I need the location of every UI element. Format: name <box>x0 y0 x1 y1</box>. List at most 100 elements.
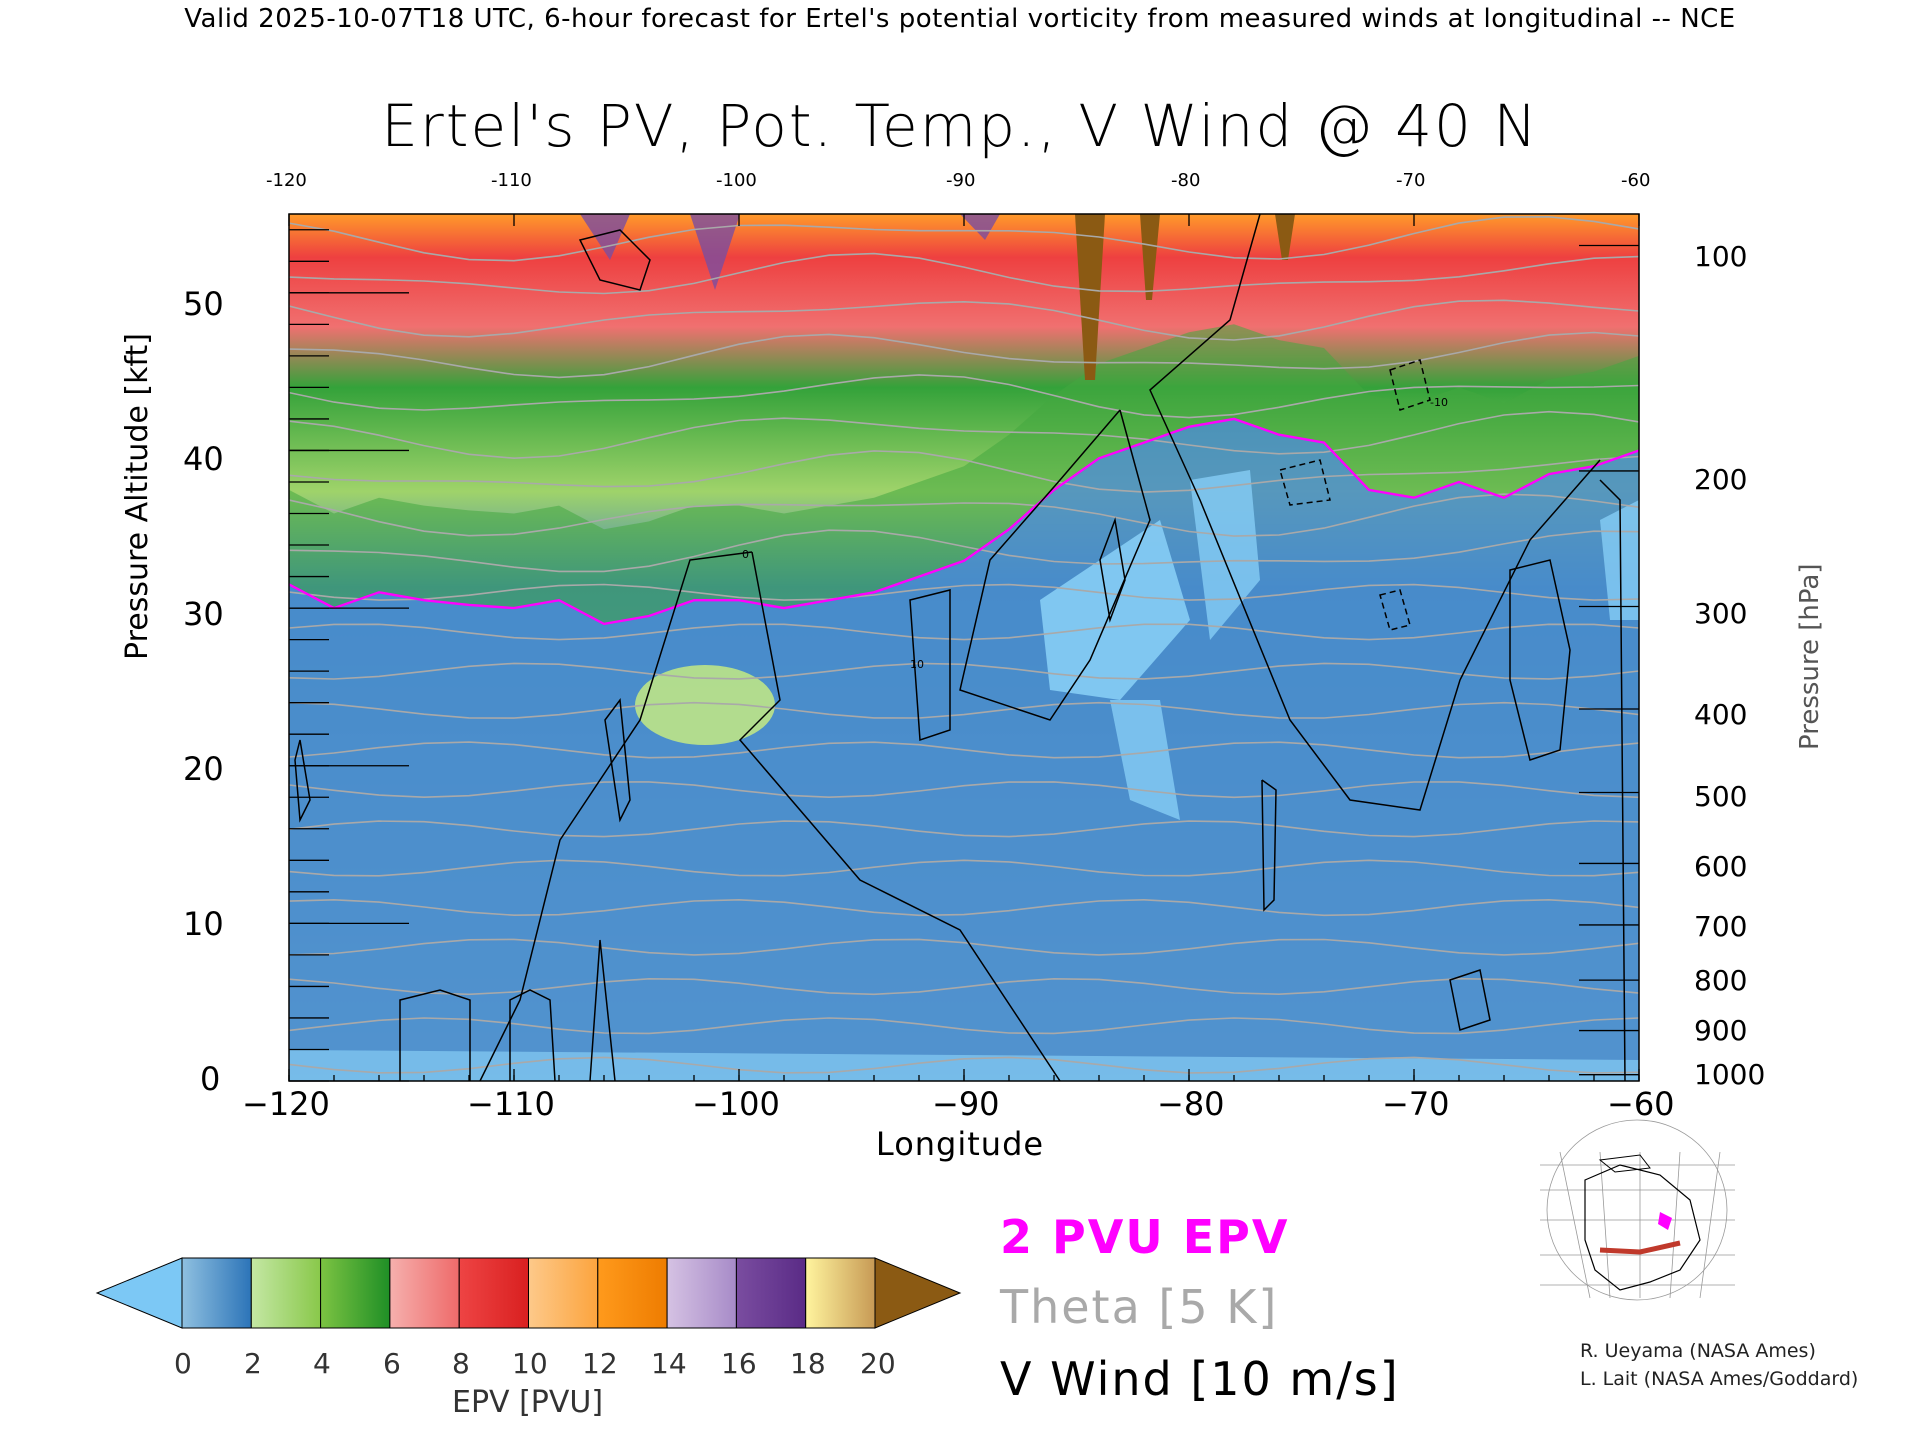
theta-contour <box>289 977 1639 996</box>
x-tick-label: −90 <box>932 1085 1000 1123</box>
continent-outline <box>1598 1154 1651 1173</box>
colorbar-under-arrow <box>95 1257 183 1329</box>
y-tick-label: 40 <box>183 440 224 478</box>
x-tick-label: −60 <box>1607 1085 1675 1123</box>
x-tick-label: −110 <box>467 1085 555 1123</box>
cross-section-line <box>1599 1240 1681 1255</box>
axis-ticks <box>288 214 1640 1082</box>
colorbar-tick-label: 0 <box>174 1347 192 1380</box>
legend-theta-label: Theta [5 K] <box>1000 1280 1279 1334</box>
v-wind-contour <box>1099 517 1126 623</box>
low-pv-region <box>1040 520 1190 700</box>
v-wind-contours <box>294 214 1626 1081</box>
colorbar-band <box>250 1257 322 1329</box>
colorbar-band <box>735 1257 807 1329</box>
v-wind-contour <box>509 989 556 1081</box>
continent-outline <box>1584 1164 1701 1291</box>
colorbar-tick-label: 18 <box>790 1347 826 1380</box>
colorbar-band <box>666 1257 737 1329</box>
theta-contour <box>289 529 1639 573</box>
chart-title: Ertel's PV, Pot. Temp., V Wind @ 40 N <box>381 92 1539 160</box>
top-tick-label: -70 <box>1396 170 1426 191</box>
v-wind-contour <box>479 551 753 1081</box>
theta-contour <box>289 662 1639 680</box>
top-tick-label: -110 <box>491 170 532 191</box>
colorbar-tick-label: 12 <box>582 1347 618 1380</box>
colorbar-band <box>528 1257 599 1329</box>
theta-contours <box>289 215 1639 1074</box>
pressure-tick-label: 900 <box>1694 1014 1748 1047</box>
low-pv-region <box>1190 470 1260 640</box>
colorbar-tick-label: 6 <box>383 1347 401 1380</box>
y-tick-label: 30 <box>183 595 224 633</box>
theta-contour <box>289 741 1639 759</box>
x-axis-label: Longitude <box>875 1125 1045 1163</box>
y-tick-label: 10 <box>183 905 224 943</box>
theta-contour <box>289 450 1639 493</box>
colorbar-tick-label: 16 <box>721 1347 757 1380</box>
highlight-marker <box>1658 1212 1672 1230</box>
v-wind-contour <box>1599 479 1626 1081</box>
colorbar-band <box>597 1257 668 1329</box>
theta-contour <box>289 1017 1639 1035</box>
v-wind-contour-negative <box>1389 359 1431 411</box>
colorbar-tick-label: 10 <box>512 1347 548 1380</box>
y-tick-label: 0 <box>200 1060 221 1098</box>
v-wind-contour <box>294 739 311 823</box>
colorbar-band <box>389 1257 460 1329</box>
colorbar-band <box>320 1257 391 1329</box>
pressure-tick-label: 1000 <box>1694 1058 1766 1091</box>
pressure-tick-label: 300 <box>1694 597 1748 630</box>
pressure-tick-label: 500 <box>1694 780 1748 813</box>
colorbar-over-arrow <box>874 1257 962 1329</box>
colorbar-band <box>181 1257 252 1329</box>
colorbar-band <box>458 1257 530 1329</box>
pv-anomaly-blob <box>635 665 775 745</box>
x-tick-label: −120 <box>242 1085 330 1123</box>
v-wind-contour <box>589 939 616 1081</box>
theta-contour <box>289 299 1639 341</box>
high-pv-intrusion <box>1275 214 1295 260</box>
colorbar-tick-label: 14 <box>651 1347 687 1380</box>
v-wind-contour-label: -10 <box>1430 396 1448 409</box>
v-wind-contour <box>1449 969 1491 1031</box>
high-pv-patch <box>690 214 740 290</box>
high-pv-patch <box>960 214 1000 240</box>
v-wind-contour <box>959 409 1151 721</box>
v-wind-contour <box>578 229 651 291</box>
top-tick-label: -100 <box>716 170 757 191</box>
pressure-tick-label: 400 <box>1694 698 1748 731</box>
top-tick-label: -120 <box>266 170 307 191</box>
x-tick-label: −100 <box>692 1085 780 1123</box>
top-tick-label: -80 <box>1171 170 1201 191</box>
y-tick-label: 50 <box>183 285 224 323</box>
v-wind-contour-label: 10 <box>910 658 924 671</box>
y-tick-label: 20 <box>183 750 224 788</box>
x-tick-label: −70 <box>1382 1085 1450 1123</box>
colorbar <box>95 1257 962 1329</box>
valid-time-banner: Valid 2025-10-07T18 UTC, 6-hour forecast… <box>184 4 1736 34</box>
low-pv-region <box>1110 700 1180 820</box>
pressure-tick-label: 200 <box>1694 463 1748 496</box>
colorbar-band <box>805 1257 876 1329</box>
high-pv-intrusion <box>1075 214 1105 380</box>
colorbar-tick-label: 20 <box>860 1347 896 1380</box>
v-wind-contour <box>1509 559 1571 761</box>
credit-line-1: R. Ueyama (NASA Ames) <box>1580 1340 1816 1362</box>
colorbar-tick-label: 2 <box>244 1347 262 1380</box>
legend-pv-label: 2 PVU EPV <box>1000 1210 1290 1264</box>
colorbar-tick-label: 8 <box>452 1347 470 1380</box>
v-wind-contour <box>1261 779 1277 912</box>
theta-contour <box>289 374 1639 419</box>
v-wind-contour <box>399 989 471 1081</box>
theta-contour <box>289 215 1639 262</box>
legend-wind-label: V Wind [10 m/s] <box>1000 1352 1400 1406</box>
theta-contour <box>289 583 1639 601</box>
theta-contour <box>289 623 1639 641</box>
x-tick-label: −80 <box>1157 1085 1225 1123</box>
high-pv-patch <box>580 214 630 260</box>
v-wind-contour-negative <box>1379 589 1411 631</box>
tropopause-2pvu-line <box>289 417 1639 626</box>
pressure-tick-label: 700 <box>1694 910 1748 943</box>
